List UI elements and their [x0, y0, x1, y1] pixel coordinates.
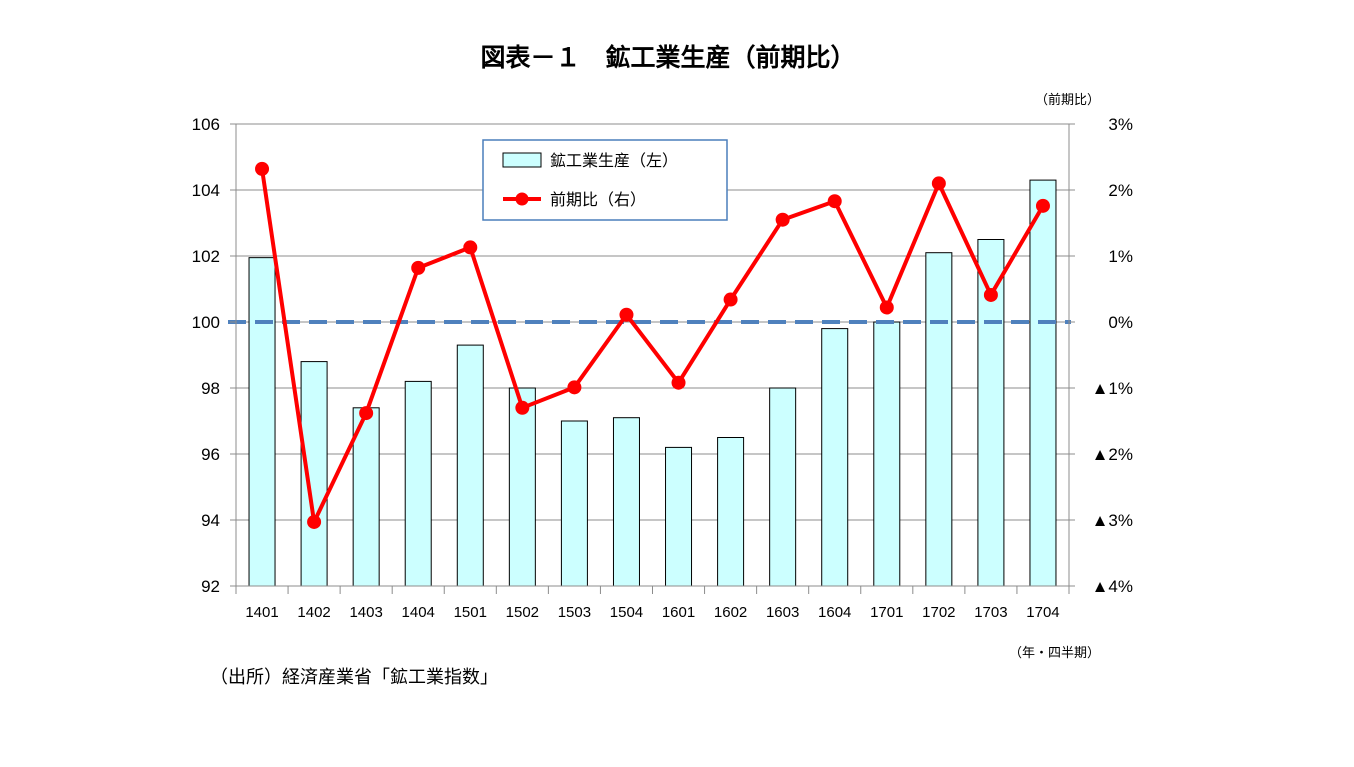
line-point [827, 194, 842, 209]
legend-label-bar: 鉱工業生産（左） [550, 151, 678, 170]
line-point [255, 161, 270, 176]
legend-label-line: 前期比（右） [550, 190, 646, 209]
x-tick-label: 1403 [349, 604, 382, 621]
right-tick-label: 2% [1108, 181, 1133, 200]
bar [612, 417, 640, 587]
line-point [671, 375, 686, 390]
axes [230, 123, 1075, 594]
source-note: （出所）経済産業省「鉱工業指数」 [210, 667, 498, 688]
right-tick-label: 3% [1108, 115, 1133, 134]
chart-title: 図表－１ 鉱工業生産（前期比） [480, 43, 855, 72]
line-point [931, 176, 946, 191]
line-point [567, 380, 582, 395]
left-tick-label: 92 [201, 577, 220, 596]
left-tick-label: 94 [201, 511, 220, 530]
left-tick-label: 102 [192, 247, 220, 266]
bar [560, 420, 588, 587]
bar [665, 446, 693, 587]
right-tick-label: ▲2% [1092, 445, 1133, 464]
line-point [619, 307, 634, 322]
bar-series [248, 179, 1057, 587]
bar [1029, 179, 1057, 587]
x-tick-label: 1503 [558, 604, 591, 621]
legend: 鉱工業生産（左） 前期比（右） [482, 139, 728, 221]
line-path [260, 168, 1045, 524]
right-tick-label: ▲4% [1092, 577, 1133, 596]
x-axis-unit-label: （年・四半期） [1009, 646, 1100, 661]
line-point [359, 406, 374, 421]
bar [821, 328, 849, 587]
x-tick-label: 1401 [245, 604, 278, 621]
right-axis-unit-label: （前期比） [1035, 92, 1100, 108]
x-tick-label: 1504 [610, 604, 643, 621]
left-tick-label: 100 [192, 313, 220, 332]
right-tick-label: ▲1% [1092, 379, 1133, 398]
bar [873, 321, 901, 587]
bar [925, 252, 953, 587]
line-point [983, 287, 998, 302]
x-axis-ticks: 1401 1402 1403 1404 1501 1502 1503 1504 1601 1602… [245, 604, 1059, 621]
line-point [307, 514, 322, 529]
x-tick-label: 1704 [1026, 604, 1059, 621]
bar [456, 344, 484, 587]
x-tick-label: 1701 [870, 604, 903, 621]
x-tick-label: 1603 [766, 604, 799, 621]
bar [717, 437, 745, 587]
left-tick-label: 96 [201, 445, 220, 464]
line-point [723, 292, 738, 307]
x-tick-label: 1703 [974, 604, 1007, 621]
left-tick-label: 98 [201, 379, 220, 398]
x-tick-label: 1604 [818, 604, 851, 621]
left-axis-ticks: 92 94 96 98 100 102 104 106 [192, 115, 220, 596]
line-point [515, 400, 530, 415]
bar [404, 380, 432, 587]
left-tick-label: 104 [192, 181, 220, 200]
bar [508, 387, 536, 587]
line-point [463, 240, 478, 255]
x-tick-label: 1502 [506, 604, 539, 621]
line-point [879, 300, 894, 315]
right-axis-ticks: ▲4% ▲3% ▲2% ▲1% 0% 1% 2% 3% [1092, 115, 1133, 596]
x-tick-label: 1402 [297, 604, 330, 621]
x-tick-label: 1702 [922, 604, 955, 621]
x-tick-label: 1404 [402, 604, 435, 621]
left-tick-label: 106 [192, 115, 220, 134]
x-tick-label: 1602 [714, 604, 747, 621]
line-point [775, 212, 790, 227]
line-series [255, 161, 1050, 529]
right-tick-label: 1% [1108, 247, 1133, 266]
bar [769, 387, 797, 587]
legend-bar-swatch [502, 152, 542, 168]
x-tick-label: 1501 [454, 604, 487, 621]
line-point [1035, 198, 1050, 213]
bar [248, 257, 276, 587]
right-tick-label: ▲3% [1092, 511, 1133, 530]
legend-marker-swatch [515, 192, 529, 206]
x-tick-label: 1601 [662, 604, 695, 621]
right-tick-label: 0% [1108, 313, 1133, 332]
line-point [411, 260, 426, 275]
